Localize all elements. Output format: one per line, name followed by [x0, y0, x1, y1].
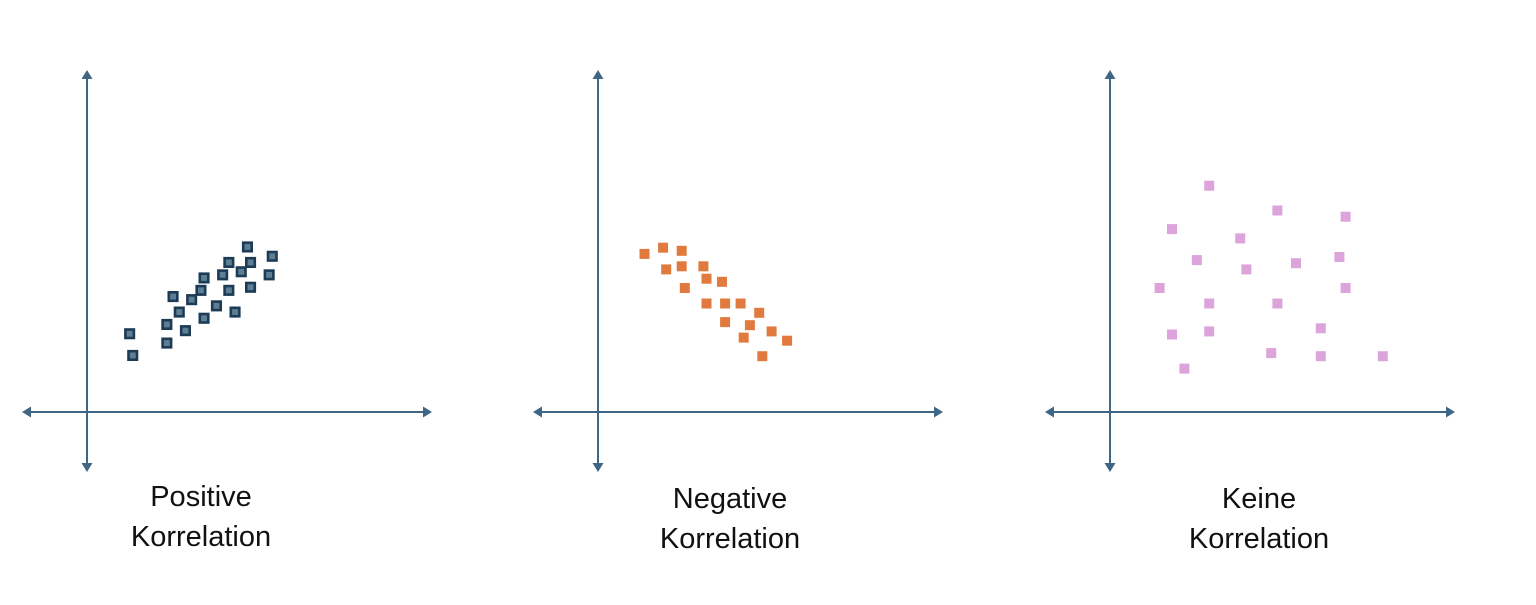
data-point: [198, 312, 210, 324]
data-point: [757, 351, 768, 362]
data-point: [1377, 351, 1388, 362]
caption-line: Keine: [1221, 483, 1297, 515]
data-point: [766, 326, 777, 337]
data-point: [263, 269, 275, 281]
panel-caption-1: Positive Korrelation: [41, 477, 361, 557]
data-point: [223, 256, 235, 269]
data-point: [658, 242, 669, 253]
data-point: [698, 261, 709, 272]
data-point: [186, 294, 198, 306]
data-point: [676, 261, 687, 272]
scatter-panel-2: [533, 70, 943, 472]
data-point: [720, 317, 731, 328]
data-point: [1204, 180, 1215, 191]
data-point: [223, 284, 235, 296]
data-point: [1167, 224, 1177, 235]
data-point: [639, 248, 650, 259]
data-point: [1291, 258, 1301, 269]
data-point: [676, 245, 687, 256]
data-point: [235, 266, 247, 278]
data-point: [1340, 211, 1351, 222]
y-axis-arrow-up: [81, 70, 93, 79]
data-point: [179, 325, 191, 337]
data-point: [1204, 326, 1215, 337]
data-point: [1191, 255, 1202, 266]
x-axis-arrow-right: [1446, 406, 1455, 418]
caption-line: Negative: [672, 483, 788, 515]
data-point: [1204, 298, 1215, 309]
x-axis-arrow-left: [533, 406, 542, 418]
data-point: [717, 276, 727, 287]
data-point: [127, 349, 139, 362]
data-point: [1315, 323, 1326, 334]
panel-caption-2: Negative Korrelation: [570, 479, 890, 559]
data-point: [198, 272, 210, 284]
y-axis-arrow-up: [1104, 70, 1116, 79]
data-point: [754, 307, 765, 318]
data-point: [229, 306, 241, 318]
y-axis-arrow-up: [592, 70, 604, 79]
x-axis-arrow-right: [423, 406, 432, 418]
caption-line: Korrelation: [1188, 523, 1330, 555]
data-point: [173, 306, 185, 318]
data-point: [720, 298, 731, 309]
data-point: [679, 283, 690, 293]
x-axis-arrow-left: [22, 406, 31, 418]
data-point: [124, 328, 136, 340]
data-point: [701, 298, 712, 309]
data-point: [217, 269, 229, 281]
data-point: [195, 284, 207, 296]
data-point: [738, 332, 749, 343]
data-point: [1272, 205, 1283, 216]
data-point: [1167, 329, 1177, 340]
data-point: [245, 281, 257, 293]
data-point: [1179, 363, 1190, 374]
data-point: [241, 241, 253, 253]
data-point: [1154, 283, 1165, 293]
data-point: [735, 298, 746, 309]
x-axis-arrow-left: [1045, 406, 1054, 418]
data-point: [1334, 252, 1345, 262]
data-point: [1315, 351, 1326, 362]
caption-line: Korrelation: [130, 521, 272, 553]
data-point: [701, 273, 712, 284]
scatter-panel-3: [1045, 70, 1455, 472]
data-point: [1241, 264, 1252, 275]
caption-line: Positive: [150, 481, 252, 513]
data-point: [744, 320, 755, 331]
scatter-panel-1: [22, 70, 432, 472]
caption-line: Korrelation: [659, 523, 801, 555]
data-point: [1272, 298, 1283, 309]
panel-caption-3: Keine Korrelation: [1099, 479, 1419, 559]
data-point: [1266, 348, 1277, 359]
data-point: [661, 264, 672, 275]
data-point: [266, 250, 278, 262]
data-point: [161, 337, 173, 349]
data-point: [1235, 233, 1246, 244]
data-point: [161, 318, 173, 331]
data-point: [210, 300, 222, 312]
data-point: [782, 335, 793, 346]
data-point: [167, 290, 179, 303]
data-point: [1340, 283, 1351, 293]
x-axis-arrow-right: [934, 406, 943, 418]
y-axis-arrow-down: [592, 463, 604, 472]
y-axis-arrow-down: [81, 463, 93, 472]
y-axis-arrow-down: [1104, 463, 1116, 472]
data-point: [245, 256, 257, 269]
